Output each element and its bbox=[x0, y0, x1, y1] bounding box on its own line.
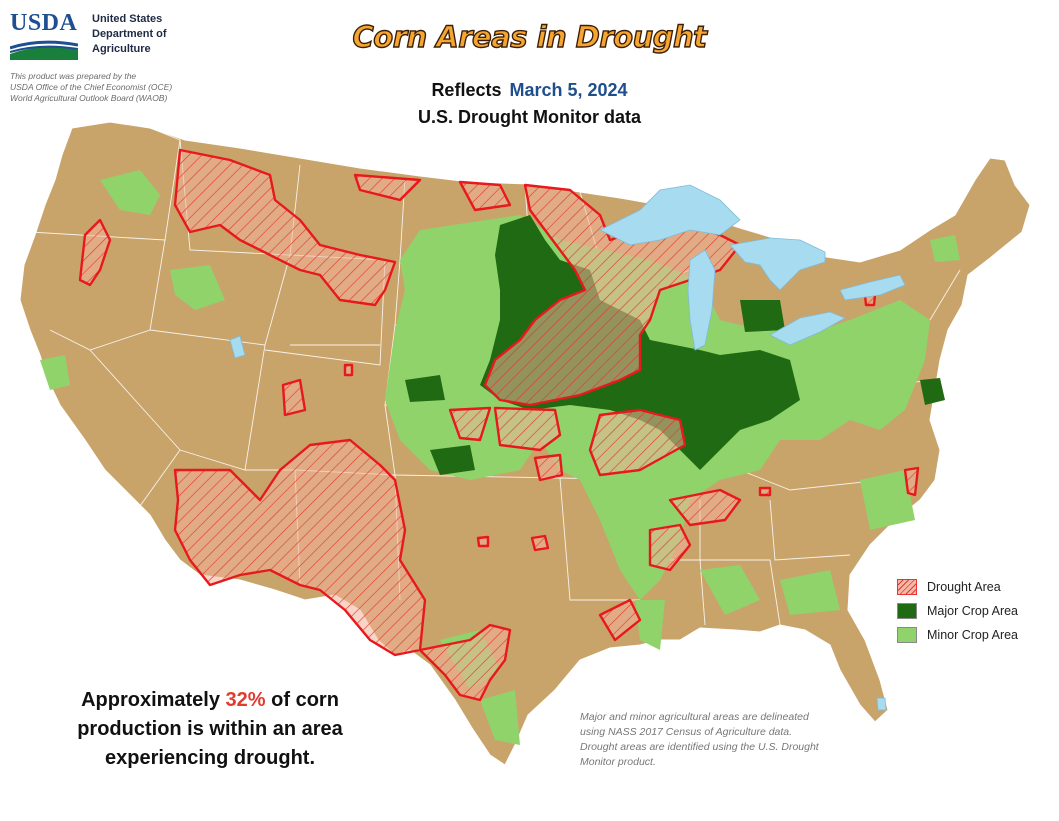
legend-label: Minor Crop Area bbox=[927, 628, 1019, 642]
legend-item-major: Major Crop Area bbox=[897, 599, 1057, 623]
subtitle-source: U.S. Drought Monitor data bbox=[418, 107, 641, 127]
prepared-by-note: This product was prepared by the USDA Of… bbox=[10, 71, 173, 103]
legend-label: Major Crop Area bbox=[927, 604, 1019, 618]
usda-logo-text: USDA bbox=[10, 10, 78, 36]
legend-item-drought: Drought Area bbox=[897, 575, 1057, 599]
usda-logo: USDA bbox=[10, 10, 80, 60]
methodology-note: Major and minor agricultural areas are d… bbox=[580, 711, 819, 768]
stat-suffix: of corn production is within an area exp… bbox=[77, 689, 343, 769]
legend-label: Drought Area bbox=[927, 580, 1001, 594]
map-legend: Drought Area Major Crop Area Minor Crop … bbox=[897, 575, 1057, 647]
usda-logo-hills-icon bbox=[10, 40, 78, 60]
drought-statistic: Approximately 32% of corn production is … bbox=[50, 686, 370, 773]
drought-swatch-icon bbox=[897, 579, 917, 595]
department-name: United States Department of Agriculture bbox=[92, 13, 167, 55]
subtitle-reflects: Reflects March 5, 2024 bbox=[0, 80, 1059, 101]
stat-percent: 32% bbox=[225, 689, 266, 711]
data-date: March 5, 2024 bbox=[509, 80, 628, 100]
legend-item-minor: Minor Crop Area bbox=[897, 623, 1057, 647]
reflects-label: Reflects bbox=[431, 80, 502, 100]
stat-prefix: Approximately bbox=[81, 689, 226, 711]
drought-areas bbox=[78, 148, 920, 702]
page-title: Corn Areas in Drought bbox=[352, 19, 708, 54]
minor-crop-swatch-icon bbox=[897, 627, 917, 643]
great-lakes bbox=[229, 184, 906, 711]
major-crop-swatch-icon bbox=[897, 603, 917, 619]
